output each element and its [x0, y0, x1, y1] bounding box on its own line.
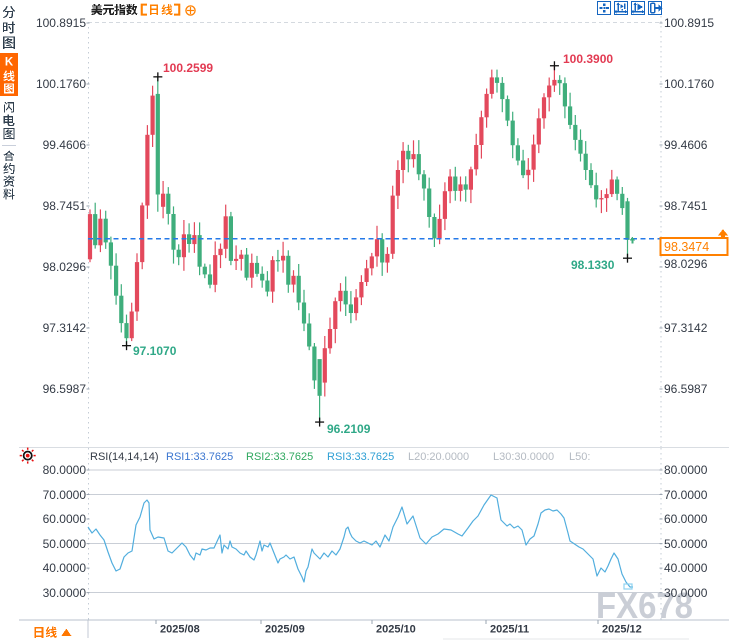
svg-text:RSI1:33.7625: RSI1:33.7625 — [166, 451, 233, 463]
svg-text:40.0000: 40.0000 — [43, 561, 87, 575]
svg-text:30.0000: 30.0000 — [664, 586, 708, 600]
svg-text:96.5987: 96.5987 — [43, 382, 87, 396]
svg-text:50.0000: 50.0000 — [664, 537, 708, 551]
svg-text:30.0000: 30.0000 — [43, 586, 87, 600]
svg-text:98.1330: 98.1330 — [571, 258, 615, 272]
svg-text:100.3900: 100.3900 — [563, 52, 613, 66]
svg-text:RSI(14,14,14): RSI(14,14,14) — [90, 451, 158, 463]
svg-text:K: K — [5, 57, 14, 69]
svg-text:80.0000: 80.0000 — [43, 463, 87, 477]
svg-text:RSI2:33.7625: RSI2:33.7625 — [246, 451, 313, 463]
svg-text:L20:20.0000: L20:20.0000 — [408, 451, 469, 463]
svg-text:2025/10: 2025/10 — [376, 624, 416, 636]
svg-text:2025/12: 2025/12 — [602, 624, 642, 636]
svg-text:FX678: FX678 — [596, 585, 693, 626]
svg-text:60.0000: 60.0000 — [43, 512, 87, 526]
svg-text:98.0296: 98.0296 — [43, 260, 87, 274]
svg-text:96.2109: 96.2109 — [327, 422, 371, 436]
svg-text:40.0000: 40.0000 — [664, 561, 708, 575]
svg-text:50.0000: 50.0000 — [43, 537, 87, 551]
svg-text:99.4606: 99.4606 — [664, 138, 708, 152]
svg-text:70.0000: 70.0000 — [664, 488, 708, 502]
svg-text:2025/08: 2025/08 — [160, 624, 200, 636]
svg-text:100.1760: 100.1760 — [36, 77, 86, 91]
svg-text:98.0296: 98.0296 — [664, 257, 708, 271]
svg-text:100.2599: 100.2599 — [163, 61, 213, 75]
svg-text:97.3142: 97.3142 — [43, 321, 87, 335]
svg-text:97.3142: 97.3142 — [664, 321, 708, 335]
svg-text:L30:30.0000: L30:30.0000 — [493, 451, 554, 463]
svg-text:96.5987: 96.5987 — [664, 382, 708, 396]
svg-text:70.0000: 70.0000 — [43, 488, 87, 502]
svg-text:100.8915: 100.8915 — [664, 16, 714, 30]
svg-text:98.3474: 98.3474 — [664, 240, 709, 254]
svg-text:RSI3:33.7625: RSI3:33.7625 — [327, 451, 394, 463]
svg-text:98.7451: 98.7451 — [43, 199, 87, 213]
svg-text:L50:: L50: — [569, 451, 590, 463]
svg-text:2025/11: 2025/11 — [490, 624, 529, 636]
svg-text:2025/09: 2025/09 — [265, 624, 305, 636]
svg-text:98.7451: 98.7451 — [664, 199, 708, 213]
svg-text:60.0000: 60.0000 — [664, 512, 708, 526]
svg-text:80.0000: 80.0000 — [664, 463, 708, 477]
svg-text:99.4606: 99.4606 — [43, 138, 87, 152]
svg-text:100.1760: 100.1760 — [664, 77, 714, 91]
svg-text:97.1070: 97.1070 — [133, 344, 177, 358]
svg-text:100.8915: 100.8915 — [36, 16, 86, 30]
